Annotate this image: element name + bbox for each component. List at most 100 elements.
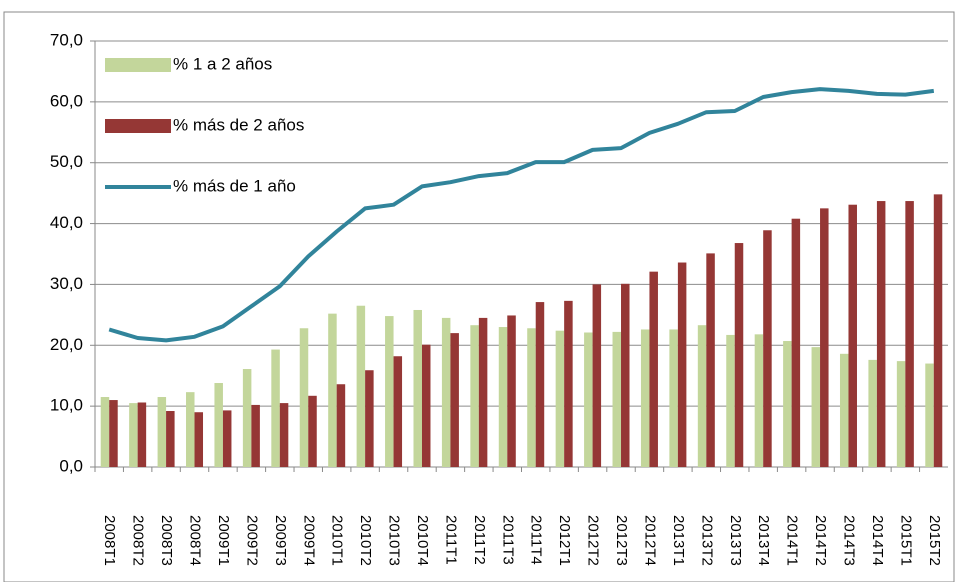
bar — [612, 331, 622, 467]
y-tick-label: 10,0 — [50, 396, 83, 415]
x-tick-label: 2008T1 — [101, 515, 118, 566]
bar — [669, 329, 678, 467]
bar — [555, 330, 565, 467]
bar — [271, 349, 280, 467]
legend-label: % más de 1 año — [173, 176, 296, 195]
bar — [848, 204, 857, 467]
bar — [507, 315, 516, 467]
x-tick-label: 2009T2 — [243, 515, 260, 566]
y-tick-label: 40,0 — [50, 213, 83, 232]
bar — [640, 329, 650, 467]
x-tick-label: 2008T2 — [130, 515, 147, 566]
x-tick-label: 2013T2 — [698, 515, 715, 566]
bar — [677, 262, 687, 467]
x-tick-label: 2011T1 — [442, 515, 459, 565]
bar — [299, 328, 309, 467]
bar — [564, 300, 573, 467]
y-tick-label: 70,0 — [50, 30, 83, 49]
bar — [535, 302, 545, 467]
bar — [896, 361, 906, 467]
bar — [839, 353, 849, 467]
bar — [129, 403, 138, 467]
bar — [527, 328, 536, 467]
legend-marker — [105, 119, 171, 133]
bar — [876, 201, 886, 467]
x-tick-label: 2011T4 — [528, 515, 545, 565]
bar — [649, 271, 658, 467]
legend-label: % 1 a 2 años — [173, 54, 272, 73]
bar — [279, 403, 289, 467]
bar — [763, 230, 772, 467]
x-tick-label: 2009T1 — [215, 515, 232, 566]
y-tick-label: 50,0 — [50, 152, 83, 171]
bar — [478, 317, 488, 467]
x-tick-label: 2009T4 — [300, 515, 317, 566]
x-tick-label: 2013T4 — [755, 515, 772, 566]
y-tick-label: 20,0 — [50, 335, 83, 354]
x-tick-label: 2014T3 — [841, 515, 858, 566]
bar — [811, 347, 821, 467]
bar — [109, 400, 118, 467]
x-tick-label: 2012T1 — [556, 515, 573, 566]
bar — [242, 369, 252, 467]
bar — [498, 327, 508, 467]
x-tick-label: 2010T1 — [329, 515, 346, 566]
y-tick-label: 30,0 — [50, 274, 83, 293]
bar — [933, 194, 943, 468]
bar — [365, 370, 374, 467]
bar — [868, 359, 877, 467]
legend-label: % más de 2 años — [173, 115, 304, 134]
bar — [186, 392, 195, 467]
bar — [791, 218, 801, 467]
bar — [385, 316, 394, 467]
bar — [726, 334, 735, 467]
x-tick-label: 2014T1 — [784, 515, 801, 566]
bar — [441, 317, 451, 467]
bar — [450, 333, 459, 467]
line — [108, 87, 935, 343]
x-tick-label: 2012T3 — [613, 515, 630, 566]
bar — [356, 305, 366, 467]
x-tick-label: 2012T2 — [585, 515, 602, 566]
x-tick-label: 2012T4 — [641, 515, 658, 566]
bar — [783, 341, 792, 467]
bar — [820, 208, 829, 467]
x-tick-label: 2011T2 — [471, 515, 488, 565]
x-tick-label: 2009T3 — [272, 515, 289, 566]
bar — [166, 411, 175, 467]
bar — [100, 397, 110, 467]
bar — [706, 253, 715, 467]
y-tick-label: 60,0 — [50, 91, 83, 110]
x-tick-label: 2014T4 — [869, 515, 886, 566]
bar — [308, 395, 317, 467]
bar — [621, 283, 630, 467]
x-tick-label: 2013T3 — [727, 515, 744, 566]
bar — [925, 363, 934, 467]
x-tick-label: 2011T3 — [499, 515, 516, 565]
bar — [592, 284, 602, 467]
bar — [584, 332, 593, 467]
x-tick-label: 2010T2 — [357, 515, 374, 566]
bar — [393, 356, 403, 467]
x-tick-label: 2010T4 — [414, 515, 431, 566]
bar — [214, 383, 223, 467]
x-tick-label: 2014T2 — [812, 515, 829, 566]
bar — [697, 325, 707, 467]
bar — [137, 402, 147, 467]
legend-marker — [105, 58, 171, 72]
bar — [251, 404, 260, 467]
chart-frame — [3, 11, 955, 582]
bar — [328, 313, 337, 467]
bar — [470, 325, 479, 467]
y-tick-label: 0,0 — [59, 456, 83, 475]
bar — [157, 397, 167, 467]
bar — [754, 334, 764, 467]
x-tick-label: 2015T1 — [897, 515, 914, 566]
bar — [194, 412, 204, 467]
x-tick-label: 2008T4 — [187, 515, 204, 566]
bar — [734, 243, 744, 467]
bar — [336, 384, 346, 467]
x-tick-label: 2008T3 — [158, 515, 175, 566]
bar — [222, 410, 232, 467]
